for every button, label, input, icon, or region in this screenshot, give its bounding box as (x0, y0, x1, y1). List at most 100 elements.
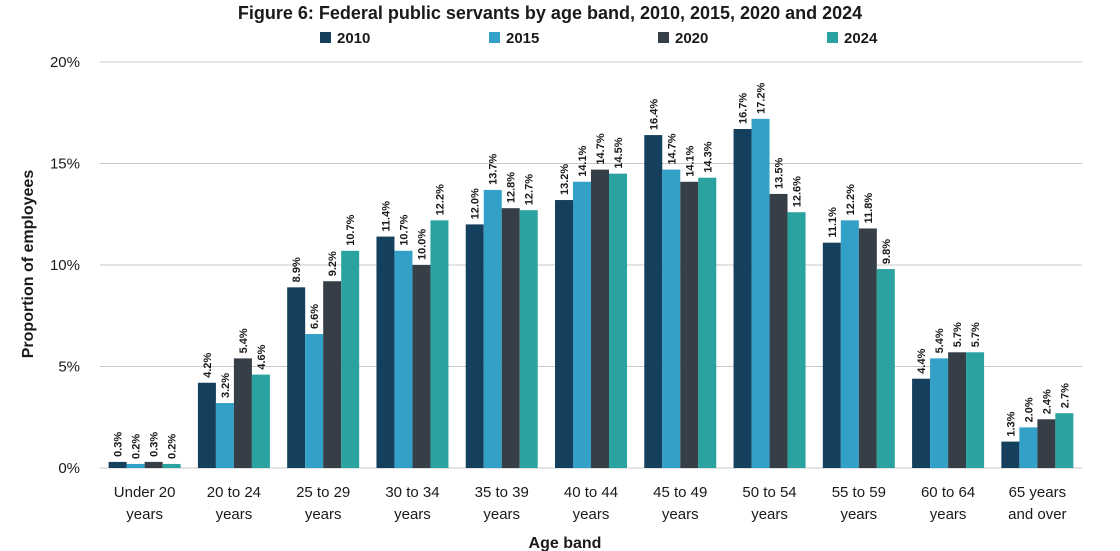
y-tick-label: 0% (58, 460, 80, 477)
bar (108, 461, 127, 468)
data-label: 5.7% (952, 322, 964, 347)
x-tick-line: 55 to 59 (832, 484, 886, 501)
data-label: 0.2% (131, 434, 143, 459)
bar (733, 128, 752, 469)
data-labels: 0.3% 0.2% 0.3% 0.2% 4.2% 3.2% 5.4% 4.6% 8.9% 6.6%… (113, 82, 1072, 459)
x-tick-line: 20 to 24 (207, 484, 261, 501)
bar (126, 463, 145, 468)
data-label: 10.7% (398, 214, 410, 245)
y-axis-title: Proportion of employees (20, 170, 37, 359)
y-axis-ticks: 0% 5% 10% 15% 20% (50, 54, 80, 477)
x-tick-line: years (840, 506, 877, 523)
x-tick-line: years (126, 506, 163, 523)
legend-swatch (320, 32, 331, 43)
bar (876, 269, 895, 468)
data-label: 6.6% (309, 304, 321, 329)
data-label: 4.4% (916, 348, 928, 373)
bar (412, 265, 431, 468)
bar (376, 236, 395, 468)
x-tick-line: years (483, 506, 520, 523)
x-tick-line: and over (1008, 506, 1066, 523)
bar (1001, 441, 1020, 468)
x-tick-line: 40 to 44 (564, 484, 618, 501)
x-tick-line: years (751, 506, 788, 523)
legend-label: 2010 (337, 30, 370, 47)
bar (341, 250, 360, 468)
bar (233, 358, 252, 468)
data-label: 12.2% (845, 184, 857, 215)
bar (144, 461, 163, 468)
y-tick-label: 20% (50, 54, 80, 71)
bar (555, 200, 573, 469)
bar (769, 193, 788, 468)
data-label: 14.3% (702, 141, 714, 172)
data-label: 5.4% (934, 328, 946, 353)
data-label: 11.4% (380, 201, 392, 232)
x-tick-line: 50 to 54 (742, 484, 796, 501)
x-tick-line: years (216, 506, 253, 523)
bar (501, 208, 520, 468)
bars (108, 118, 1074, 469)
x-tick-label: 50 to 54 years (742, 484, 796, 523)
data-label: 10.7% (345, 214, 357, 245)
bar (251, 374, 270, 468)
data-label: 13.7% (488, 153, 500, 184)
x-tick-line: years (305, 506, 342, 523)
bar (912, 378, 931, 468)
legend-item: 2020 (658, 30, 708, 47)
x-tick-label: 40 to 44 years (564, 484, 618, 523)
data-label: 9.2% (327, 251, 339, 276)
x-tick-line: 65 years (1009, 484, 1067, 501)
bar (591, 169, 609, 468)
legend-swatch (658, 32, 669, 43)
bar (644, 135, 663, 468)
bar (305, 334, 324, 468)
bar (287, 287, 306, 468)
x-tick-line: years (930, 506, 967, 523)
legend-swatch (827, 32, 838, 43)
data-label: 13.5% (774, 158, 786, 189)
bar (751, 118, 770, 468)
data-label: 17.2% (756, 82, 768, 113)
bar (858, 228, 877, 468)
x-tick-line: Under 20 (114, 484, 176, 501)
bar (1019, 427, 1038, 468)
data-label: 14.7% (595, 133, 607, 164)
bar (662, 169, 681, 468)
data-label: 5.4% (238, 328, 250, 353)
legend-item: 2010 (320, 30, 370, 47)
bar (787, 212, 806, 468)
bar (483, 189, 502, 468)
bar (840, 220, 859, 468)
x-tick-line: years (662, 506, 699, 523)
bar (519, 210, 538, 468)
bar (1037, 419, 1056, 468)
data-label: 1.3% (1005, 411, 1017, 436)
legend-label: 2024 (844, 30, 878, 47)
legend: 2010 2015 2020 2024 (320, 30, 878, 47)
data-label: 3.2% (220, 373, 232, 398)
x-tick-line: years (573, 506, 610, 523)
chart-title: Figure 6: Federal public servants by age… (238, 3, 862, 23)
bar (394, 250, 413, 468)
data-label: 0.3% (149, 432, 161, 457)
bar (680, 181, 699, 468)
data-label: 12.0% (470, 188, 482, 219)
data-label: 12.6% (792, 176, 804, 207)
x-axis-title: Age band (529, 535, 602, 551)
bar (930, 358, 949, 468)
legend-item: 2015 (489, 30, 539, 47)
x-tick-label: 30 to 34 years (385, 484, 439, 523)
y-tick-label: 15% (50, 156, 80, 173)
bar (323, 281, 342, 468)
legend-swatch (489, 32, 500, 43)
data-label: 5.7% (970, 322, 982, 347)
data-label: 9.8% (881, 239, 893, 264)
bar (215, 403, 234, 468)
data-label: 2.7% (1059, 383, 1071, 408)
data-label: 14.1% (684, 145, 696, 176)
data-label: 14.5% (613, 137, 625, 168)
bar (430, 220, 449, 468)
data-label: 4.6% (256, 344, 268, 369)
x-tick-label: 60 to 64 years (921, 484, 975, 523)
